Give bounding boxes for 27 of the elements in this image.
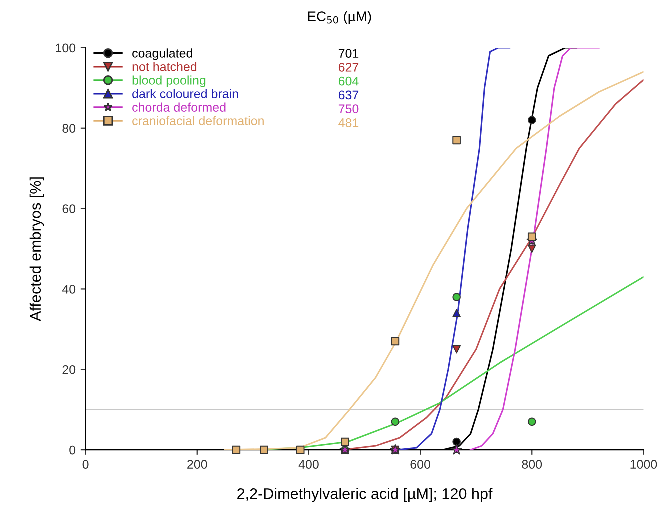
x-axis-title: 2,2-Dimethylvaleric acid [µM]; 120 hpf xyxy=(238,488,493,502)
legend-title: EC$_{50}$ (µM) xyxy=(308,11,372,24)
x-tick-label: 800 xyxy=(522,460,542,469)
y-tick-label: 0 xyxy=(70,446,76,455)
x-tick-label: 400 xyxy=(298,460,319,469)
legend-label: not hatched xyxy=(132,62,197,72)
y-tick-label: 40 xyxy=(62,285,76,294)
y-tick-label: 100 xyxy=(56,44,76,53)
y-tick-label: 60 xyxy=(62,204,76,214)
x-tick-label: 1000 xyxy=(630,460,658,469)
legend-label: dark coloured brain xyxy=(132,89,238,98)
legend-label: coagulated xyxy=(132,48,192,60)
legend-label: craniofacial deformation xyxy=(132,116,264,126)
y-tick-label: 20 xyxy=(62,365,76,374)
legend-label: chorda deformed xyxy=(132,102,226,112)
annotation: 750 xyxy=(338,104,359,114)
annotation: 627 xyxy=(338,63,359,72)
x-tick-label: 600 xyxy=(410,460,430,469)
annotation: 701 xyxy=(338,49,359,58)
annotation: 481 xyxy=(338,118,359,128)
legend-label: blood pooling xyxy=(132,76,206,88)
x-tick-label: 0 xyxy=(82,460,89,469)
y-axis-title: Affected embryos [%] xyxy=(30,178,44,322)
x-tick-label: 200 xyxy=(188,460,208,469)
annotation: 637 xyxy=(338,90,359,100)
y-tick-label: 80 xyxy=(62,124,76,134)
annotation: 604 xyxy=(338,76,359,86)
